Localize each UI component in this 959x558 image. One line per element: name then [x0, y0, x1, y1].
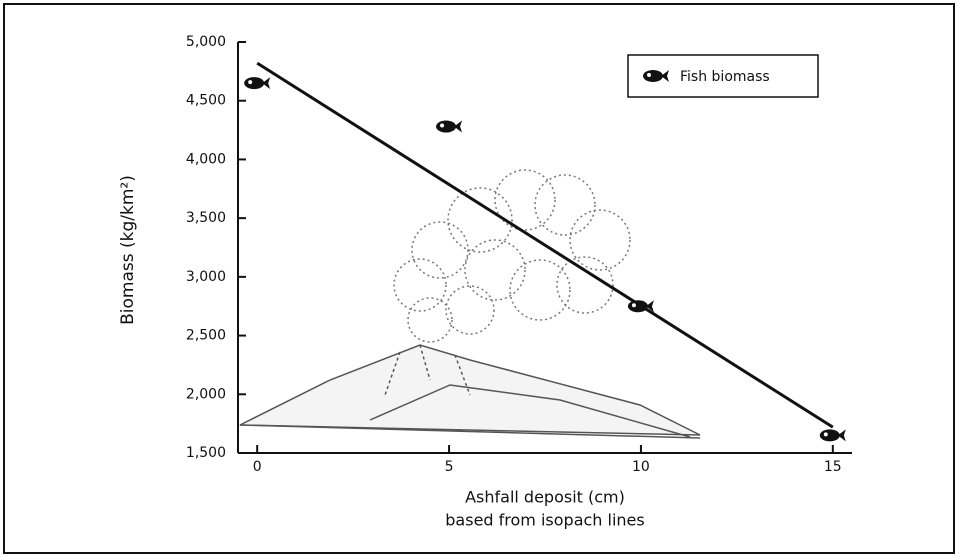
- y-tick-label: 3,500: [186, 210, 226, 226]
- fish-eye: [824, 432, 828, 436]
- fish-body: [436, 121, 456, 133]
- x-tick-label: 5: [445, 459, 454, 475]
- fish-point: [820, 429, 846, 441]
- fish-body: [628, 300, 648, 312]
- y-tick-label: 2,000: [186, 386, 226, 402]
- fish-point: [436, 121, 462, 133]
- x-tick-label: 10: [632, 459, 650, 475]
- fish-eye: [248, 80, 252, 84]
- y-axis-title: Biomass (kg/km²): [118, 175, 138, 325]
- x-tick-label: 0: [253, 459, 262, 475]
- chart: Biomass (kg/km²) 1,500 2,000 2,500 3,000 3,5…: [0, 0, 959, 558]
- y-tick-label: 4,000: [186, 151, 226, 167]
- y-tick-label: 4,500: [186, 93, 226, 109]
- fish-eye: [440, 124, 444, 128]
- trend-line: [257, 63, 833, 427]
- y-tick-label: 5,000: [186, 34, 226, 50]
- fish-tail: [262, 77, 270, 89]
- fish-eye: [647, 73, 651, 77]
- fish-eye: [632, 303, 636, 307]
- x-axis-title: Ashfall deposit (cm): [465, 488, 625, 507]
- y-tick-label: 1,500: [186, 445, 226, 461]
- x-axis-title: based from isopach lines: [445, 511, 644, 530]
- legend-label: Fish biomass: [680, 69, 770, 85]
- x-tick-label: 15: [824, 459, 842, 475]
- fish-tail: [838, 429, 846, 441]
- y-tick-label: 3,000: [186, 269, 226, 285]
- fish-point: [244, 77, 270, 89]
- fish-body: [244, 77, 264, 89]
- fish-body: [820, 429, 840, 441]
- fish-body: [643, 70, 663, 82]
- fish-tail: [454, 121, 462, 133]
- y-tick-label: 2,500: [186, 328, 226, 344]
